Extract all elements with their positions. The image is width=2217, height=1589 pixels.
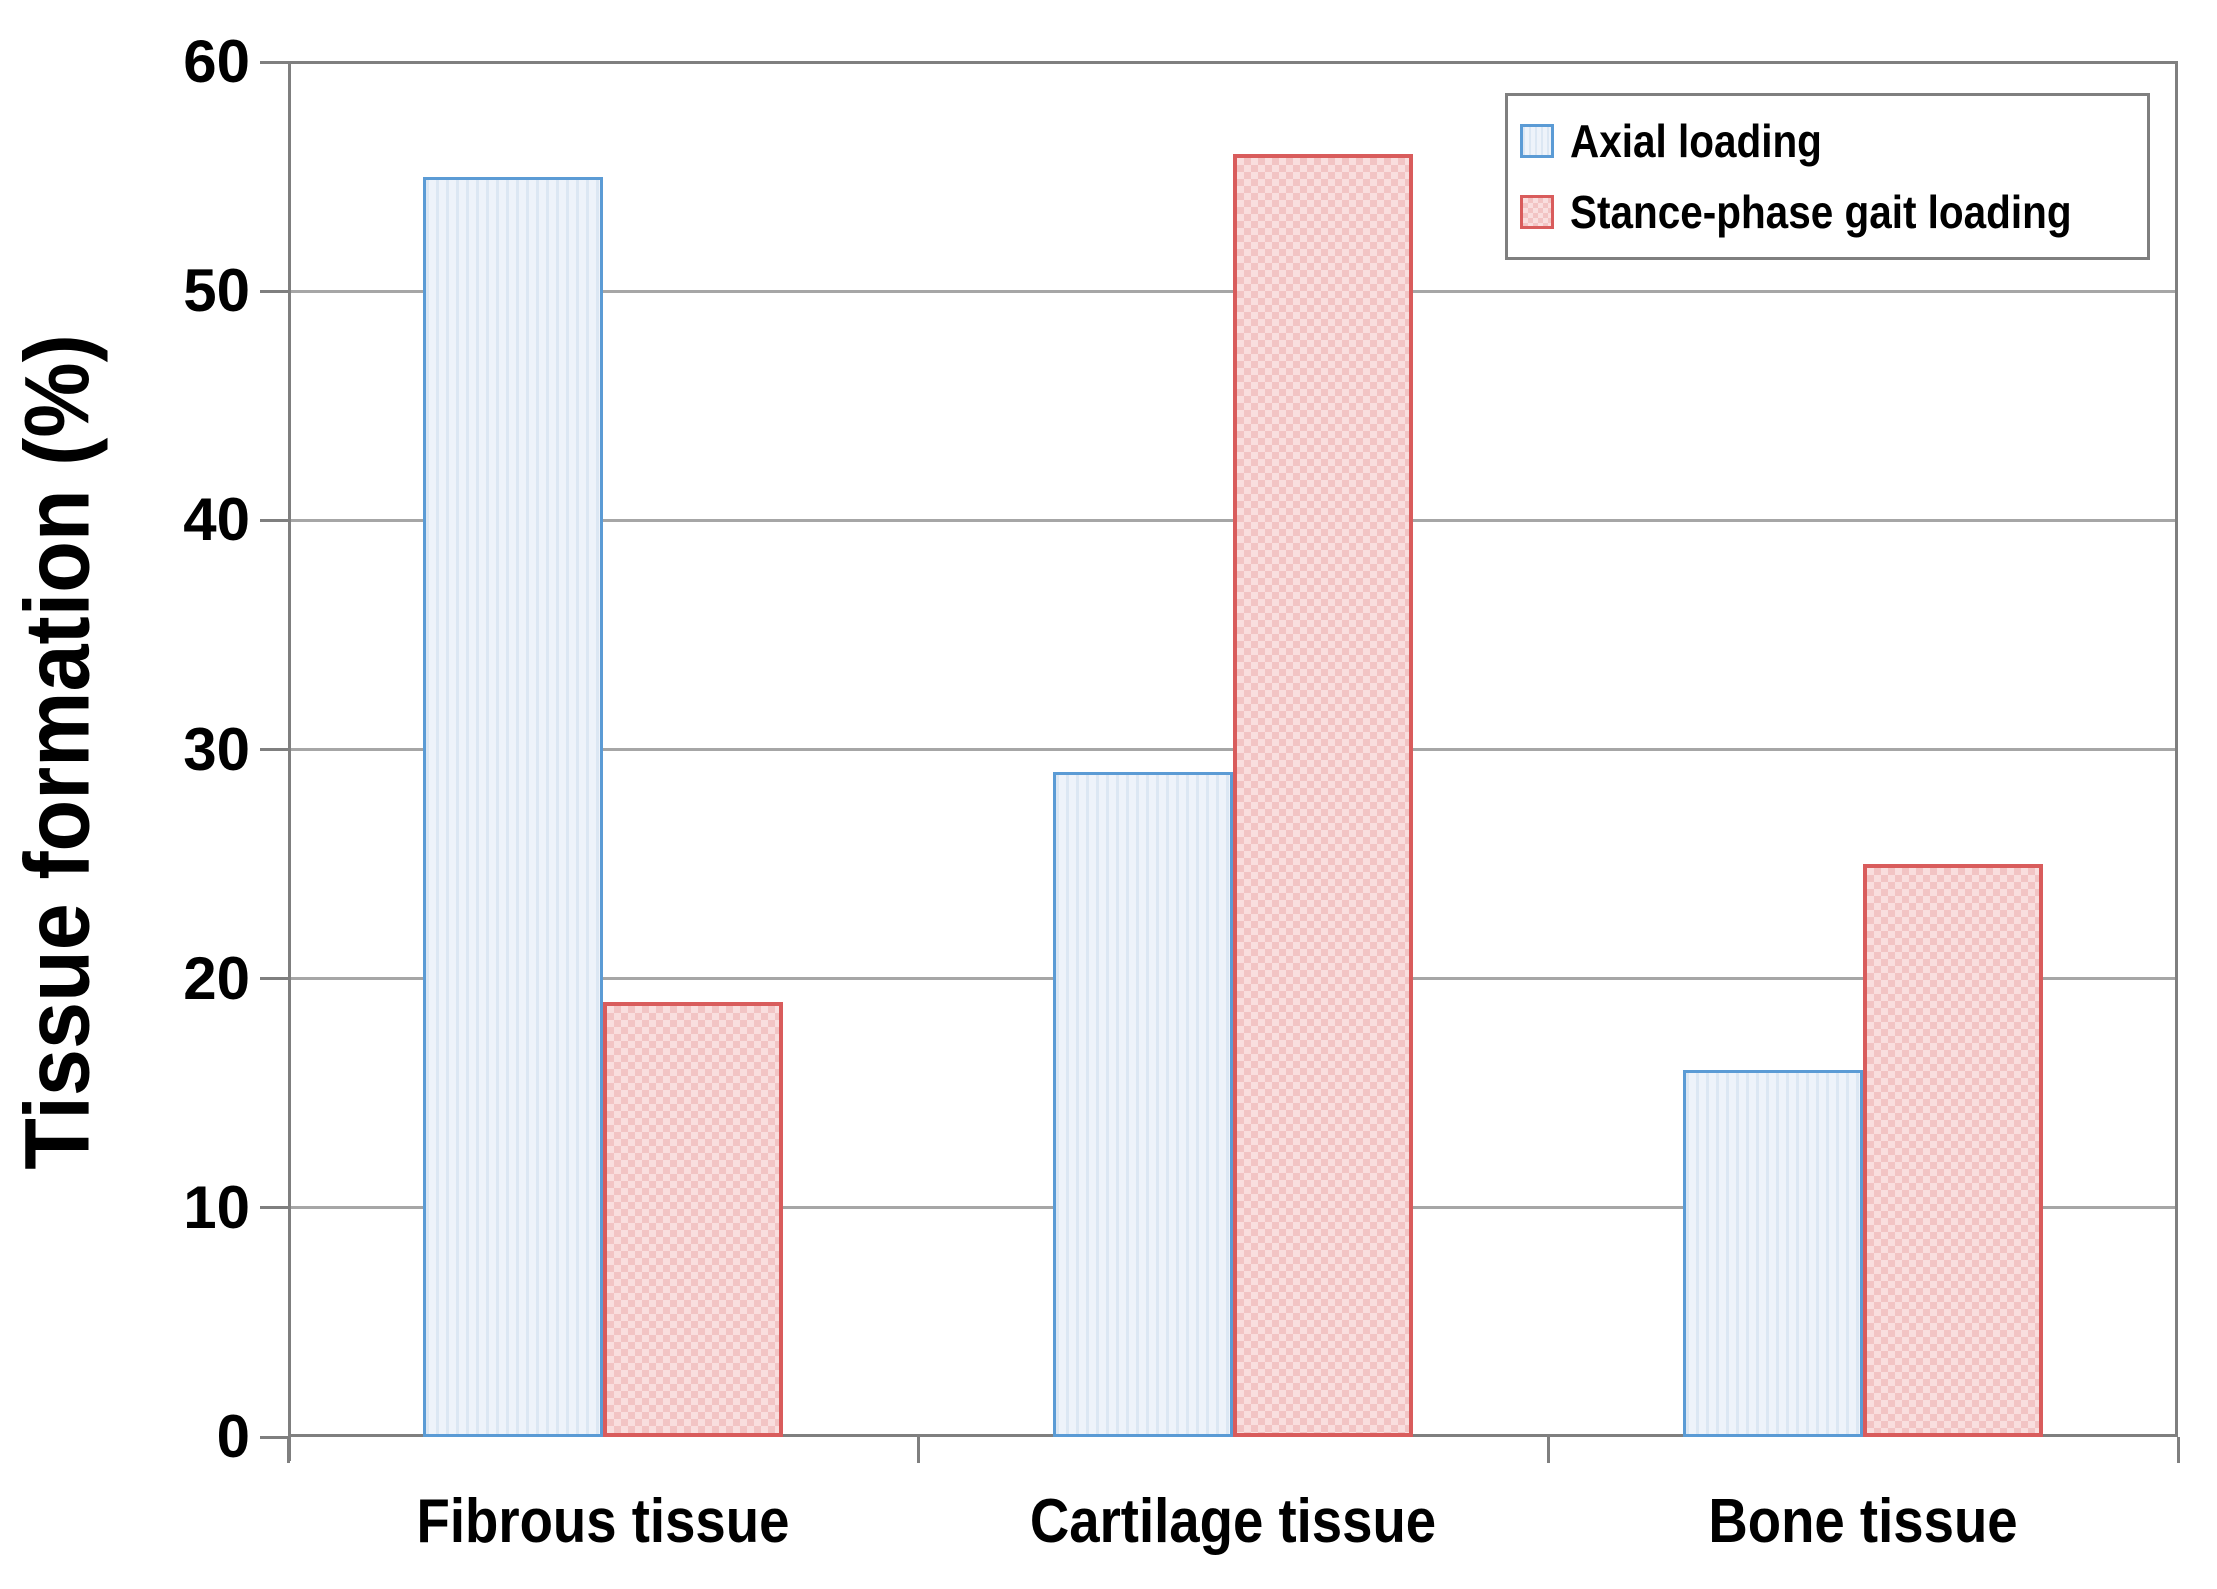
gridline-60: [288, 60, 2178, 64]
y-axis-tick-label-30: 30: [183, 715, 250, 783]
x-axis-label-bone-tissue: Bone tissue: [1708, 1487, 2018, 1556]
y-axis-tick-label-0: 0: [216, 1403, 250, 1470]
y-axis-tick-label-20: 20: [183, 944, 250, 1012]
bar-stance-phase-gait-loading-cartilage-tissue: [1233, 153, 1413, 1437]
bar-axial-loading-fibrous-tissue: [423, 176, 603, 1437]
legend: Axial loading Stance-phase gait loading: [1505, 93, 2150, 260]
y-axis-tick-20: [260, 977, 288, 981]
plot-area: [260, 60, 2180, 1463]
legend-swatch-axial-loading: [1520, 124, 1554, 158]
x-axis-label-fibrous-tissue: Fibrous tissue: [416, 1487, 790, 1556]
y-axis-tick-30: [260, 748, 288, 751]
bar-stance-phase-gait-loading-fibrous-tissue: [603, 1001, 783, 1437]
legend-entry-axial-loading: Axial loading: [1520, 115, 2147, 167]
y-axis-tick-label-10: 10: [183, 1173, 250, 1241]
y-axis-tick-label-60: 60: [183, 28, 250, 95]
x-axis-tick-1: [916, 1437, 920, 1463]
legend-label-stance-phase-gait-loading: Stance-phase gait loading: [1570, 186, 2072, 238]
x-axis-label-cartilage-tissue: Cartilage tissue: [1029, 1487, 1437, 1556]
bar-axial-loading-cartilage-tissue: [1053, 772, 1233, 1437]
y-axis-tick-60: [260, 60, 288, 64]
y-axis-tick-40: [260, 518, 288, 522]
y-axis-tick-label-50: 50: [183, 257, 250, 325]
legend-entry-stance-phase-gait-loading: Stance-phase gait loading: [1520, 186, 2147, 238]
y-axis-tick-label-40: 40: [183, 486, 250, 554]
bar-axial-loading-bone-tissue: [1683, 1070, 1863, 1437]
plot-right-border: [2175, 62, 2178, 1437]
bar-stance-phase-gait-loading-bone-tissue: [1863, 864, 2043, 1437]
y-axis-tick-50: [260, 289, 288, 293]
legend-label-axial-loading: Axial loading: [1570, 115, 1822, 167]
y-axis-tick-10: [260, 1206, 288, 1210]
x-axis-tick-2: [1546, 1437, 1550, 1463]
y-axis-line: [288, 62, 291, 1461]
y-axis-tick-0: [260, 1435, 288, 1439]
legend-swatch-stance-phase-gait-loading: [1520, 195, 1554, 229]
x-axis-tick-3: [2176, 1437, 2180, 1463]
